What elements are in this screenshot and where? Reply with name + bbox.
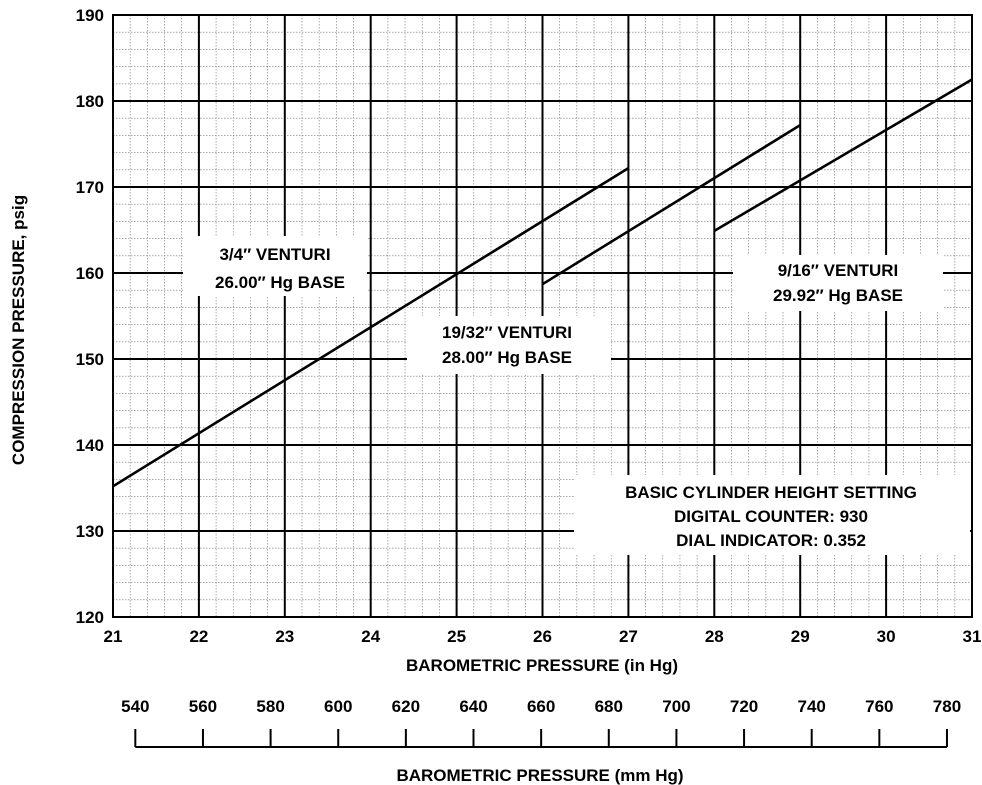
mm-tick-label: 740 xyxy=(798,697,826,716)
mm-tick-label: 660 xyxy=(527,697,555,716)
x-tick-label: 28 xyxy=(705,627,724,646)
annotation-line: 26.00″ Hg BASE xyxy=(215,273,345,292)
label-knockout xyxy=(183,236,367,296)
label-knockout xyxy=(407,316,611,374)
y-tick-label: 140 xyxy=(76,436,104,455)
mm-tick-label: 720 xyxy=(730,697,758,716)
mm-tick-label: 620 xyxy=(392,697,420,716)
series-line-3 xyxy=(713,78,973,233)
x-tick-label: 24 xyxy=(361,627,380,646)
label-knockout xyxy=(733,255,943,311)
label-knockout xyxy=(574,475,970,555)
annotation-3-4-venturi: 3/4″ VENTURI 26.00″ Hg BASE xyxy=(215,245,345,292)
annotation-line: 29.92″ Hg BASE xyxy=(773,286,903,305)
mm-tick-label: 680 xyxy=(595,697,623,716)
x-tick-label: 30 xyxy=(877,627,896,646)
y-tick-label: 120 xyxy=(76,608,104,627)
mm-tick-label: 640 xyxy=(459,697,487,716)
x-tick-label: 26 xyxy=(533,627,552,646)
annotation-line: BASIC CYLINDER HEIGHT SETTING xyxy=(625,483,917,502)
label-knockouts xyxy=(183,236,970,555)
x-tick-labels: 21 22 23 24 25 26 27 28 29 30 31 xyxy=(104,627,982,646)
y-tick-label: 170 xyxy=(76,178,104,197)
x-axis-title: BAROMETRIC PRESSURE (in Hg) xyxy=(406,656,678,675)
mm-tick-label: 700 xyxy=(662,697,690,716)
x-tick-label: 22 xyxy=(189,627,208,646)
mm-tick-label: 760 xyxy=(865,697,893,716)
x-tick-label: 29 xyxy=(791,627,810,646)
annotation-line: 3/4″ VENTURI xyxy=(219,245,330,264)
x-tick-label: 31 xyxy=(963,627,982,646)
y-axis-title: COMPRESSION PRESSURE, psig xyxy=(9,195,28,465)
x-tick-label: 25 xyxy=(447,627,466,646)
y-tick-label: 130 xyxy=(76,522,104,541)
series-lines xyxy=(112,78,973,488)
mm-tick-label: 580 xyxy=(256,697,284,716)
series-line-1 xyxy=(112,166,630,488)
annotation-cylinder-setting: BASIC CYLINDER HEIGHT SETTING DIGITAL CO… xyxy=(625,483,917,550)
x-tick-label: 21 xyxy=(104,627,123,646)
y-tick-label: 190 xyxy=(76,6,104,25)
annotation-9-16-venturi: 9/16″ VENTURI 29.92″ Hg BASE xyxy=(773,261,903,305)
annotation-line: 19/32″ VENTURI xyxy=(442,323,572,342)
x-tick-label: 23 xyxy=(275,627,294,646)
plot-frame xyxy=(112,14,973,618)
mm-tick-label: 600 xyxy=(324,697,352,716)
annotation-line: DIAL INDICATOR: 0.352 xyxy=(676,531,866,550)
y-tick-label: 160 xyxy=(76,264,104,283)
annotation-line: DIGITAL COUNTER: 930 xyxy=(674,507,868,526)
mm-tick-label: 780 xyxy=(933,697,961,716)
x-tick-label: 27 xyxy=(619,627,638,646)
y-tick-label: 180 xyxy=(76,92,104,111)
series-line-2 xyxy=(541,123,801,286)
mm-hg-axis: 540 560 580 600 620 640 660 680 700 720 740 760 780 xyxy=(121,697,961,748)
mm-axis-title: BAROMETRIC PRESSURE (mm Hg) xyxy=(396,766,683,785)
mm-tick-label: 540 xyxy=(121,697,149,716)
mm-tick-label: 560 xyxy=(189,697,217,716)
y-tick-labels: 120 130 140 150 160 170 180 190 xyxy=(76,6,104,627)
annotation-19-32-venturi: 19/32″ VENTURI 28.00″ Hg BASE xyxy=(442,323,572,367)
annotation-line: 9/16″ VENTURI xyxy=(778,261,899,280)
y-tick-label: 150 xyxy=(76,350,104,369)
annotation-line: 28.00″ Hg BASE xyxy=(442,348,572,367)
